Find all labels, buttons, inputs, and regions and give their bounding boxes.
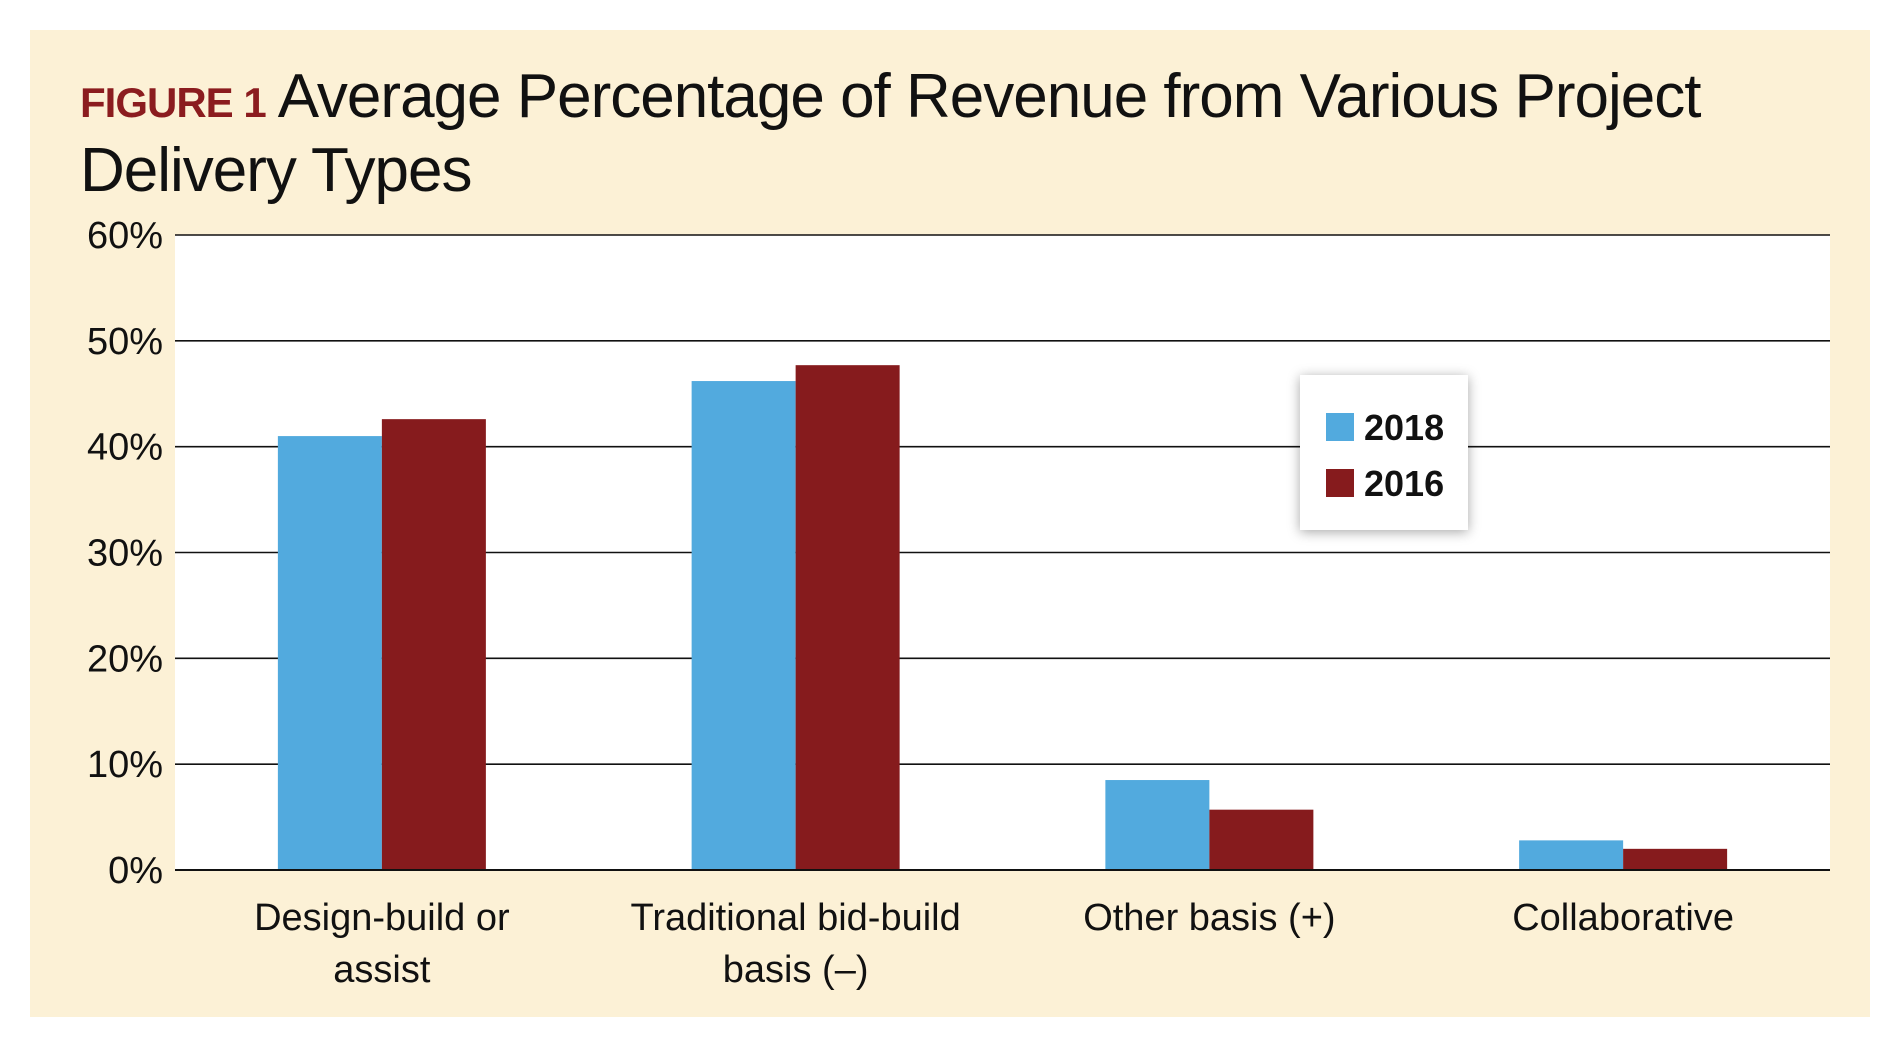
legend-swatch-2018 — [1326, 413, 1354, 441]
bar-2016 — [1209, 809, 1314, 870]
y-tick-label: 20% — [87, 638, 163, 680]
y-tick-label: 30% — [87, 533, 163, 575]
bar-2018 — [1105, 780, 1210, 870]
y-tick-label: 50% — [87, 321, 163, 363]
bar-2016 — [1623, 848, 1728, 870]
figure-label: FIGURE 1 — [80, 79, 267, 126]
legend-swatch-2016 — [1326, 469, 1354, 497]
y-tick-label: 10% — [87, 744, 163, 786]
bar-2018 — [277, 436, 382, 870]
bar-2018 — [691, 381, 796, 870]
x-category-label: assist — [333, 949, 431, 991]
y-tick-label: 0% — [108, 850, 163, 892]
x-category-label: Other basis (+) — [1083, 897, 1335, 939]
chart-title-block: FIGURE 1 Average Percentage of Revenue fr… — [80, 60, 1800, 208]
bar-2016 — [381, 419, 486, 870]
chart-title: Average Percentage of Revenue from Vario… — [80, 62, 1701, 205]
y-tick-label: 60% — [87, 215, 163, 257]
bar-2016 — [795, 365, 900, 870]
x-category-label: Design-build or — [254, 897, 510, 939]
bar-2018 — [1519, 840, 1624, 870]
legend-label-2018: 2018 — [1364, 407, 1444, 448]
x-category-label: basis (–) — [723, 949, 869, 991]
legend-label-2016: 2016 — [1364, 463, 1444, 504]
legend-box — [1300, 375, 1468, 530]
x-category-label: Traditional bid-build — [631, 897, 961, 939]
y-tick-label: 40% — [87, 427, 163, 469]
x-category-label: Collaborative — [1512, 897, 1734, 939]
